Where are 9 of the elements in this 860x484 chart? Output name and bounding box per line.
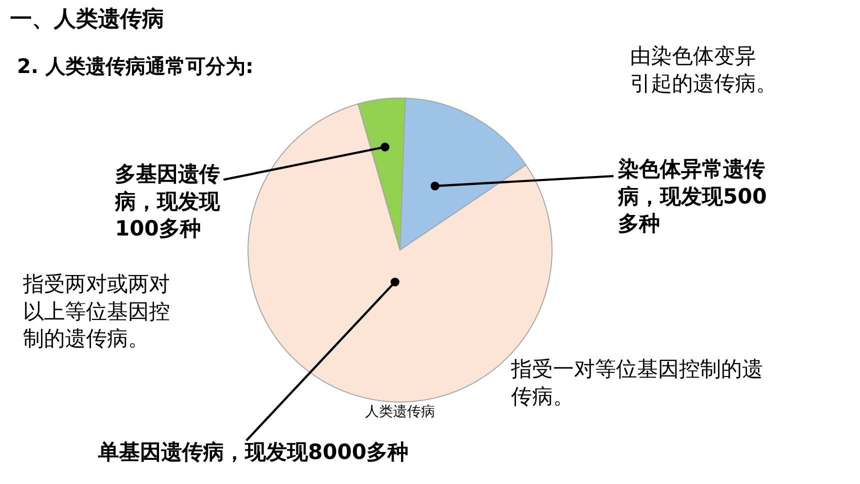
text: 一、人类遗传病 bbox=[10, 7, 164, 32]
text: 指受一对等位基因控制的遗传病。 bbox=[510, 357, 763, 408]
slice-label: 单基因遗传病，现发现8000多种 bbox=[97, 440, 408, 464]
slice-label: 多基因遗传病，现发现100多种 bbox=[114, 162, 221, 241]
text: 2. 人类遗传病通常可分为: bbox=[17, 54, 254, 78]
text: 由染色体变异引起的遗传病。 bbox=[630, 44, 777, 96]
text: 指受两对或两对以上等位基因控制的遗传病。 bbox=[22, 272, 170, 351]
slice-label: 染色体异常遗传病，现发现500多种 bbox=[617, 157, 767, 236]
text: 人类遗传病 bbox=[365, 404, 435, 420]
